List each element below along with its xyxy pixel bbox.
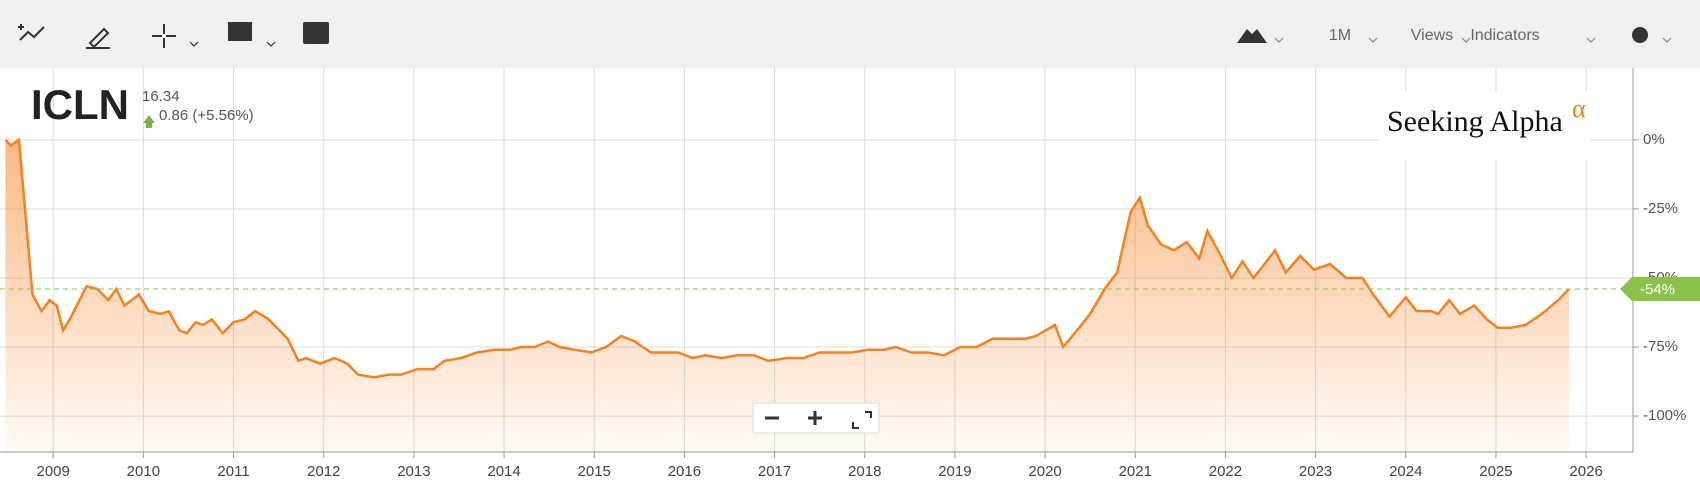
settings[interactable] (1632, 27, 1648, 43)
logo: Seeking Alpha (1387, 105, 1563, 138)
price: 16.34 (142, 88, 180, 105)
x-tick-label: 2013 (397, 463, 430, 480)
zoom-in[interactable] (808, 411, 822, 425)
y-tick-label: -25% (1643, 200, 1678, 217)
x-tick-label: 2009 (37, 463, 70, 480)
x-tick-label: 2025 (1479, 463, 1512, 480)
toolbar-icons (18, 24, 1672, 49)
draw-tool[interactable] (86, 27, 110, 49)
x-tick-label: 2018 (848, 463, 881, 480)
x-tick-label: 2017 (758, 463, 791, 480)
y-tick-label: -75% (1643, 338, 1678, 355)
interval[interactable]: 1M (1329, 27, 1351, 44)
logo-mark: α (1572, 94, 1586, 123)
x-tick-label: 2024 (1389, 463, 1422, 480)
plot: 2009 2010 2011 2012 2013 2014 2015 2016 2017 2018… (0, 68, 1686, 480)
symbol: ICLN (31, 81, 129, 128)
x-tick-label: 2022 (1209, 463, 1242, 480)
toolbar (0, 0, 1700, 68)
up-arrow (143, 115, 155, 128)
crosshair-tool[interactable] (152, 24, 176, 48)
x-tick-label: 2012 (307, 463, 340, 480)
x-tick-label: 2023 (1299, 463, 1332, 480)
views[interactable]: Views (1411, 27, 1453, 44)
x-tick-label: 2011 (217, 463, 249, 480)
dropdown[interactable] (266, 41, 276, 47)
fullscreen[interactable] (852, 411, 872, 429)
x-tick-label: 2016 (668, 463, 701, 480)
x-tick-label: 2021 (1119, 463, 1152, 480)
chart-type[interactable] (1237, 29, 1267, 43)
x-tick-label: 2015 (578, 463, 611, 480)
area (5, 139, 1569, 453)
y-tick-label: 0% (1643, 131, 1665, 148)
indicators[interactable]: Indicators (1470, 27, 1539, 44)
logo-box (1380, 92, 1590, 160)
y-tick-label: -100% (1643, 407, 1686, 424)
x-tick-label: 2019 (938, 463, 971, 480)
x-tick-label: 2014 (487, 463, 520, 480)
line (4, 137, 1570, 379)
table-tool[interactable] (303, 22, 329, 44)
x-tick-label: 2026 (1569, 463, 1602, 480)
dropdowns[interactable] (1274, 37, 1672, 43)
comment-tool[interactable] (228, 22, 252, 41)
zoom-controls (752, 402, 880, 434)
dropdown[interactable] (189, 41, 199, 47)
current-tag (1620, 277, 1700, 302)
x-tick-label: 2020 (1028, 463, 1061, 480)
x-tick-label: 2010 (127, 463, 160, 480)
current-label: -54% (1640, 281, 1675, 298)
change: 0.86 (+5.56%) (159, 107, 254, 124)
trend-tool[interactable] (18, 24, 45, 41)
